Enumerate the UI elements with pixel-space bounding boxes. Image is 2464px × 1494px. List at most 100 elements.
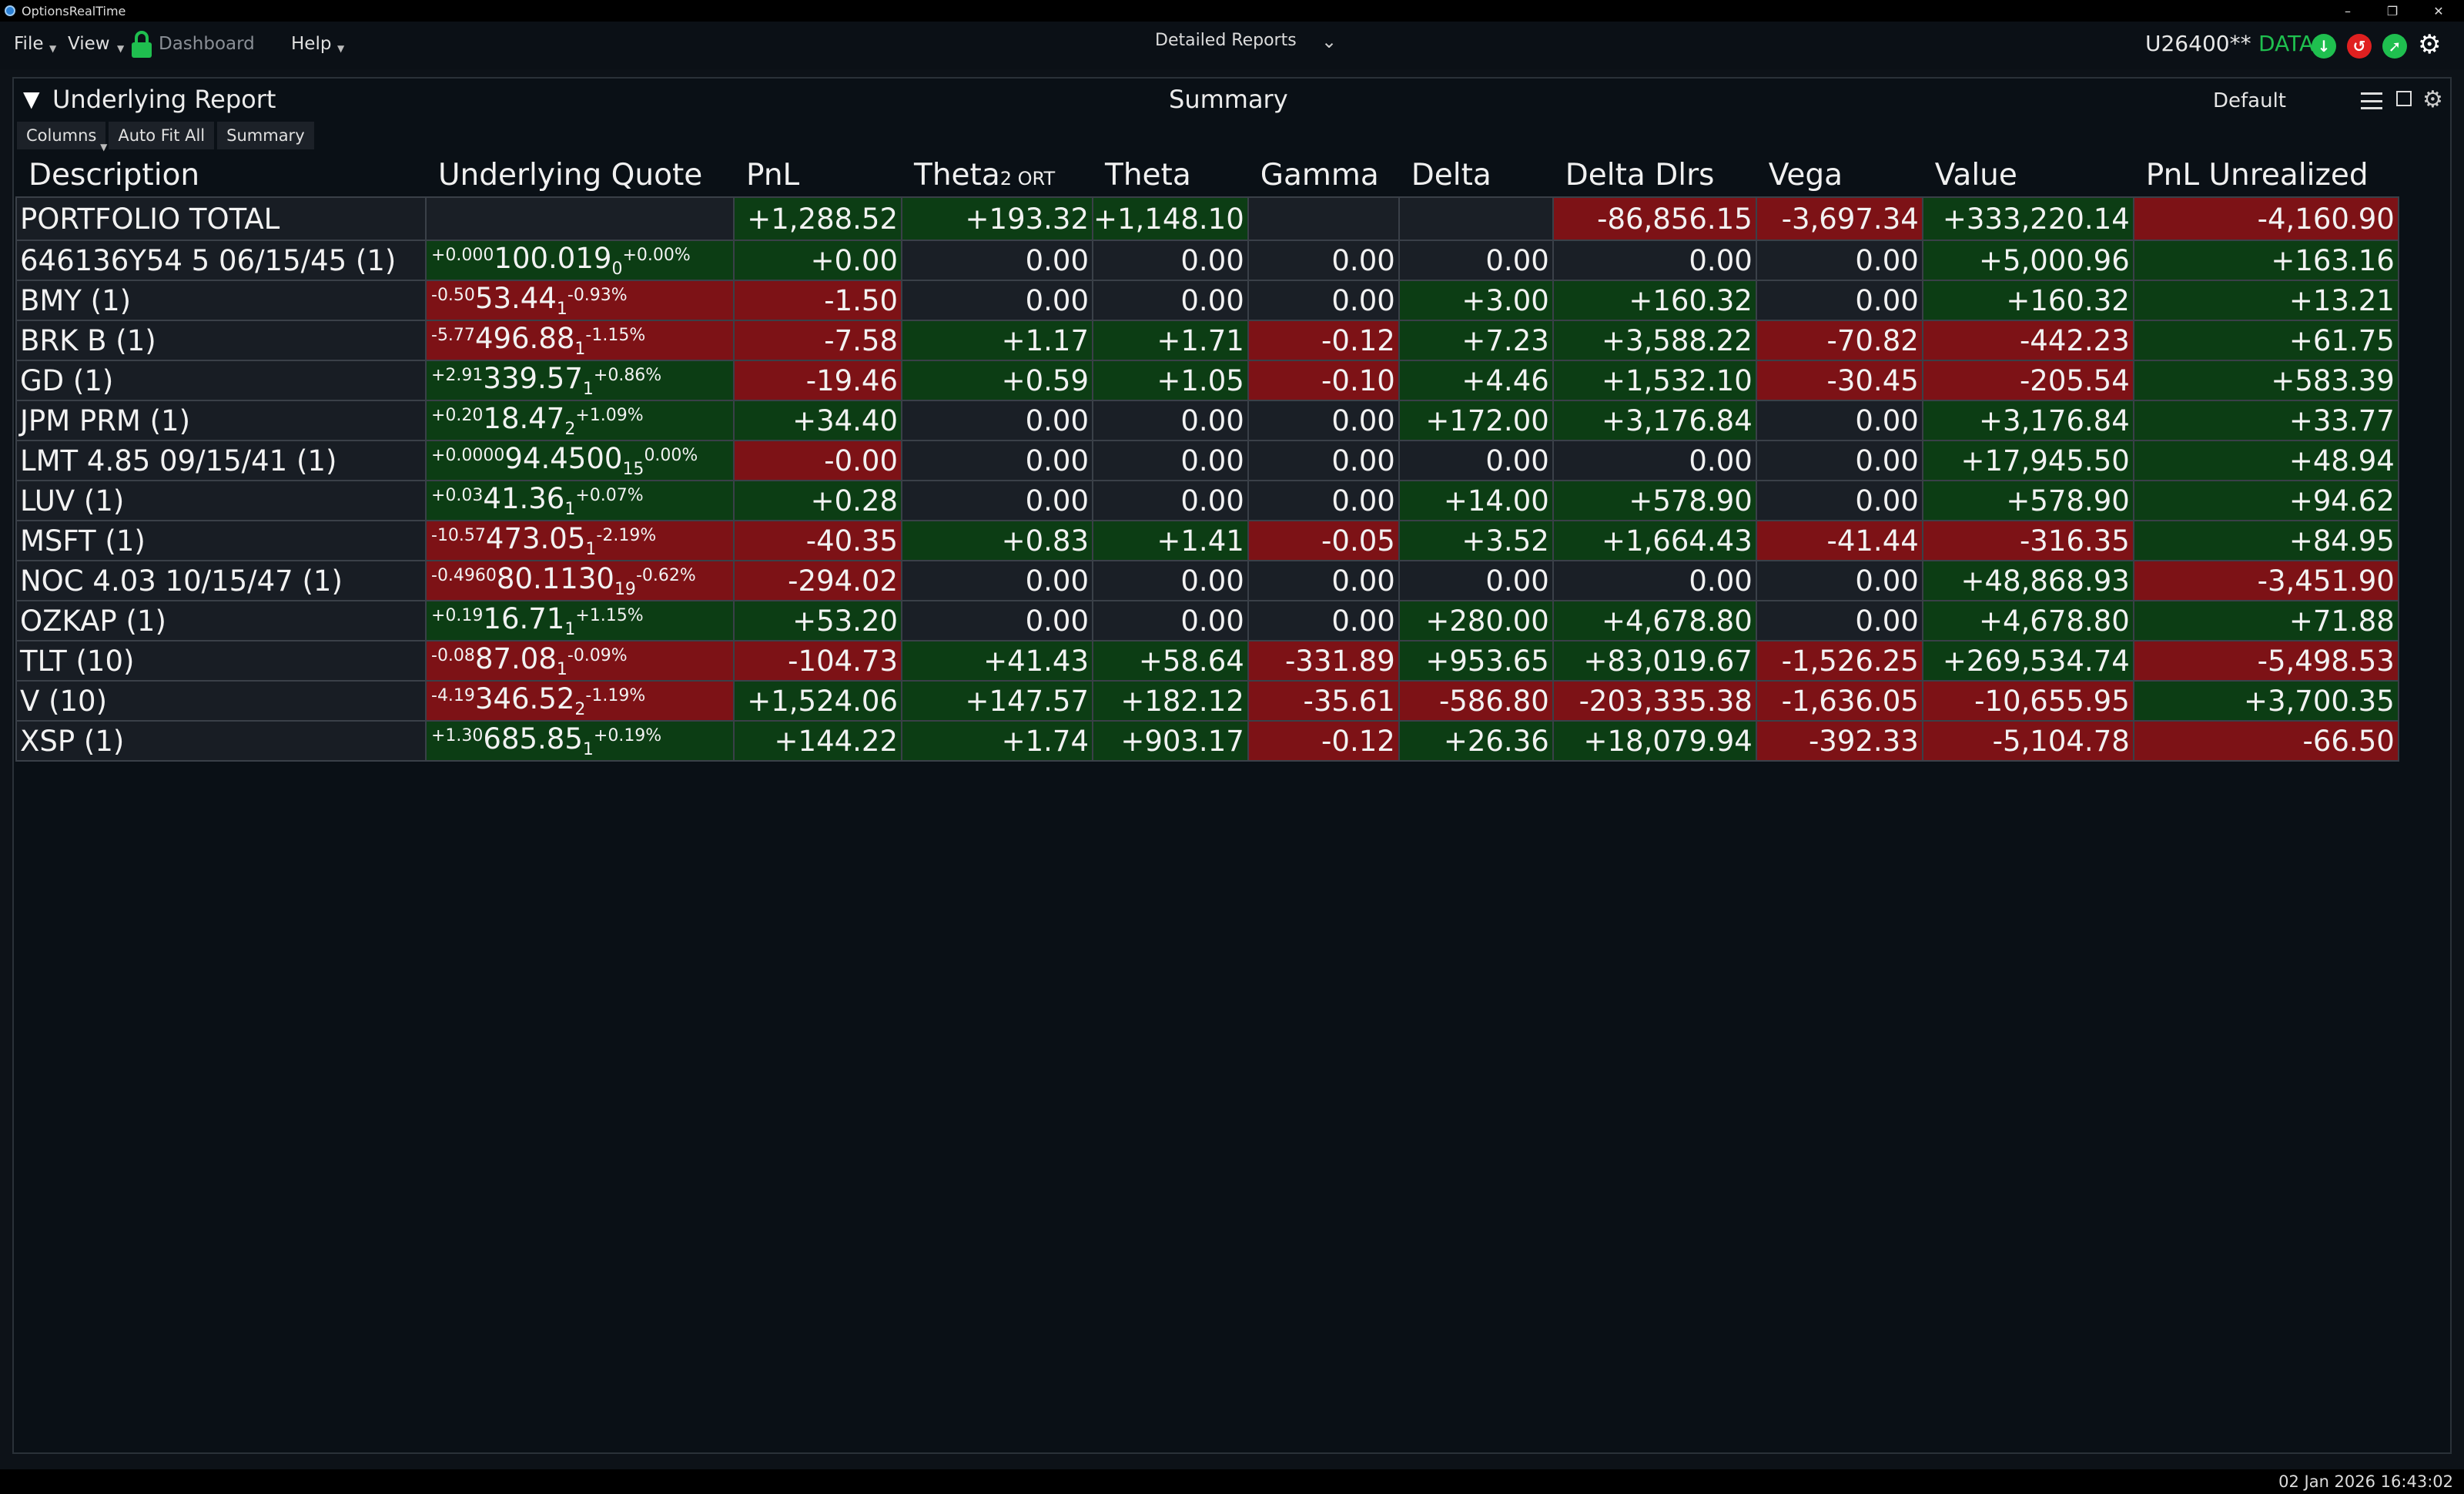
row-pnl-unrealized: +61.75 xyxy=(2132,320,2399,361)
row-theta2: +0.83 xyxy=(901,520,1093,561)
row-pnl-unrealized: +583.39 xyxy=(2132,360,2399,401)
col-header-delta-dlrs[interactable]: Delta Dlrs xyxy=(1565,158,1715,193)
status-bar: 02 Jan 2026 16:43:02 xyxy=(0,1469,2464,1494)
row-theta: 0.00 xyxy=(1092,600,1249,641)
minimize-button[interactable]: – xyxy=(2345,3,2351,18)
row-delta-dlrs: +160.32 xyxy=(1552,280,1757,321)
quote-price: 94.4500 xyxy=(504,442,623,475)
row-underlying-quote: +2.91339.571+0.86% xyxy=(425,360,735,401)
quote-size: 1 xyxy=(564,500,576,519)
row-delta-dlrs: 0.00 xyxy=(1552,440,1757,481)
total-description: PORTFOLIO TOTAL xyxy=(15,196,427,241)
quote-price: 80.1130 xyxy=(496,562,614,595)
row-delta: -586.80 xyxy=(1398,680,1554,722)
row-theta2: +147.57 xyxy=(901,680,1093,722)
close-button[interactable]: ✕ xyxy=(2433,3,2444,18)
refresh-icon[interactable]: ↺ xyxy=(2347,34,2372,59)
dashboard-link[interactable]: Dashboard xyxy=(159,34,255,54)
row-delta: +26.36 xyxy=(1398,720,1554,762)
row-gamma: -0.12 xyxy=(1247,320,1400,361)
row-pnl: +0.28 xyxy=(733,480,902,521)
row-vega: 0.00 xyxy=(1755,560,1923,601)
quote-size: 1 xyxy=(556,660,567,679)
row-pnl-unrealized: -66.50 xyxy=(2132,720,2399,762)
chevron-down-icon[interactable]: ⌄ xyxy=(1321,31,1337,52)
quote-size: 1 xyxy=(582,380,594,399)
row-pnl-unrealized: +3,700.35 xyxy=(2132,680,2399,722)
row-delta-dlrs: -203,335.38 xyxy=(1552,680,1757,722)
quote-price: 339.57 xyxy=(483,362,583,395)
portfolio-total-row[interactable]: PORTFOLIO TOTAL +1,288.52 +193.32 +1,148… xyxy=(15,196,2399,241)
menu-view[interactable]: View ▼ xyxy=(68,34,124,54)
report-selector[interactable]: Detailed Reports xyxy=(1155,31,1297,50)
row-theta2: 0.00 xyxy=(901,400,1093,441)
row-delta-dlrs: +3,176.84 xyxy=(1552,400,1757,441)
collapse-triangle-icon[interactable]: ▼ xyxy=(23,86,40,112)
row-delta-dlrs: +578.90 xyxy=(1552,480,1757,521)
table-row[interactable]: NOC 4.03 10/15/47 (1) -0.496080.113019-0.… xyxy=(15,560,2399,601)
table-row[interactable]: OZKAP (1) +0.1916.711+1.15% +53.20 0.00 0.00… xyxy=(15,600,2399,641)
maximize-icon[interactable] xyxy=(2396,91,2412,106)
table-row[interactable]: LUV (1) +0.0341.361+0.07% +0.28 0.00 0.00 0.0… xyxy=(15,480,2399,521)
row-theta2: 0.00 xyxy=(901,560,1093,601)
auto-fit-all-button[interactable]: Auto Fit All xyxy=(109,122,215,149)
chevron-down-icon: ▼ xyxy=(100,142,108,152)
panel-view-title: Summary xyxy=(1169,85,1288,114)
menu-icon[interactable] xyxy=(2361,92,2382,109)
col-header-description[interactable]: Description xyxy=(28,158,200,193)
account-id: U26400** xyxy=(2145,31,2251,56)
col-header-theta2[interactable]: Theta2 ORT xyxy=(902,154,1093,197)
table-row[interactable]: 646136Y54 5 06/15/45 (1) +0.000100.0190+0… xyxy=(15,240,2399,281)
col-header-vega[interactable]: Vega xyxy=(1768,158,1843,193)
row-gamma: -331.89 xyxy=(1247,640,1400,682)
settings-gear-icon[interactable]: ⚙ xyxy=(2418,29,2442,60)
quote-change-percent: 0.00% xyxy=(644,446,698,465)
quote-change: +0.19 xyxy=(431,606,484,625)
download-icon[interactable]: ↓ xyxy=(2312,34,2336,59)
row-delta: 0.00 xyxy=(1398,440,1554,481)
col-header-underlying-quote[interactable]: Underlying Quote xyxy=(438,158,703,193)
row-description: BRK B (1) xyxy=(15,320,427,361)
panel-settings-gear-icon[interactable]: ⚙ xyxy=(2422,86,2443,113)
table-row[interactable]: XSP (1) +1.30685.851+0.19% +144.22 +1.74 +90… xyxy=(15,720,2399,762)
row-vega: 0.00 xyxy=(1755,400,1923,441)
col-header-value[interactable]: Value xyxy=(1934,158,2017,193)
total-pnl-unrealized: -4,160.90 xyxy=(2132,196,2399,241)
table-row[interactable]: JPM PRM (1) +0.2018.472+1.09% +34.40 0.00 0.… xyxy=(15,400,2399,441)
row-pnl-unrealized: +84.95 xyxy=(2132,520,2399,561)
table-row[interactable]: BMY (1) -0.5053.441-0.93% -1.50 0.00 0.00 0.0… xyxy=(15,280,2399,321)
restore-button[interactable]: ❐ xyxy=(2386,3,2399,18)
table-row[interactable]: LMT 4.85 09/15/41 (1) +0.000094.4500150.0… xyxy=(15,440,2399,481)
columns-button[interactable]: Columns ▼ xyxy=(17,122,108,152)
table-row[interactable]: TLT (10) -0.0887.081-0.09% -104.73 +41.43 +5… xyxy=(15,640,2399,682)
quote-size: 0 xyxy=(611,260,623,279)
app-title: OptionsRealTime xyxy=(22,3,126,18)
quote-change-percent: +1.15% xyxy=(575,606,644,625)
summary-button[interactable]: Summary xyxy=(217,122,314,149)
row-underlying-quote: +0.1916.711+1.15% xyxy=(425,600,735,641)
table-row[interactable]: V (10) -4.19346.522-1.19% +1,524.06 +147.57… xyxy=(15,680,2399,722)
table-row[interactable]: GD (1) +2.91339.571+0.86% -19.46 +0.59 +1.05… xyxy=(15,360,2399,401)
row-underlying-quote: +1.30685.851+0.19% xyxy=(425,720,735,762)
col-header-pnl-unrealized[interactable]: PnL Unrealized xyxy=(2145,158,2369,193)
col-header-delta[interactable]: Delta xyxy=(1411,158,1491,193)
row-gamma: 0.00 xyxy=(1247,440,1400,481)
table-row[interactable]: BRK B (1) -5.77496.881-1.15% -7.58 +1.17 +1.… xyxy=(15,320,2399,361)
menu-file[interactable]: File ▼ xyxy=(14,34,56,54)
quote-change-percent: +1.09% xyxy=(575,406,644,425)
row-description: JPM PRM (1) xyxy=(15,400,427,441)
col-header-theta[interactable]: Theta xyxy=(1105,158,1191,193)
export-icon[interactable]: ➚ xyxy=(2382,34,2407,59)
col-header-pnl[interactable]: PnL xyxy=(746,158,800,193)
table-row[interactable]: MSFT (1) -10.57473.051-2.19% -40.35 +0.83 +1… xyxy=(15,520,2399,561)
lock-icon[interactable] xyxy=(131,31,152,60)
quote-size: 1 xyxy=(564,620,576,639)
row-pnl-unrealized: -5,498.53 xyxy=(2132,640,2399,682)
col-header-gamma[interactable]: Gamma xyxy=(1260,158,1379,193)
row-vega: -30.45 xyxy=(1755,360,1923,401)
row-pnl-unrealized: +71.88 xyxy=(2132,600,2399,641)
layout-selector[interactable]: Default xyxy=(2213,89,2286,112)
menu-help[interactable]: Help ▼ xyxy=(291,34,344,54)
row-value: +3,176.84 xyxy=(1921,400,2134,441)
quote-change: +1.30 xyxy=(431,726,484,745)
